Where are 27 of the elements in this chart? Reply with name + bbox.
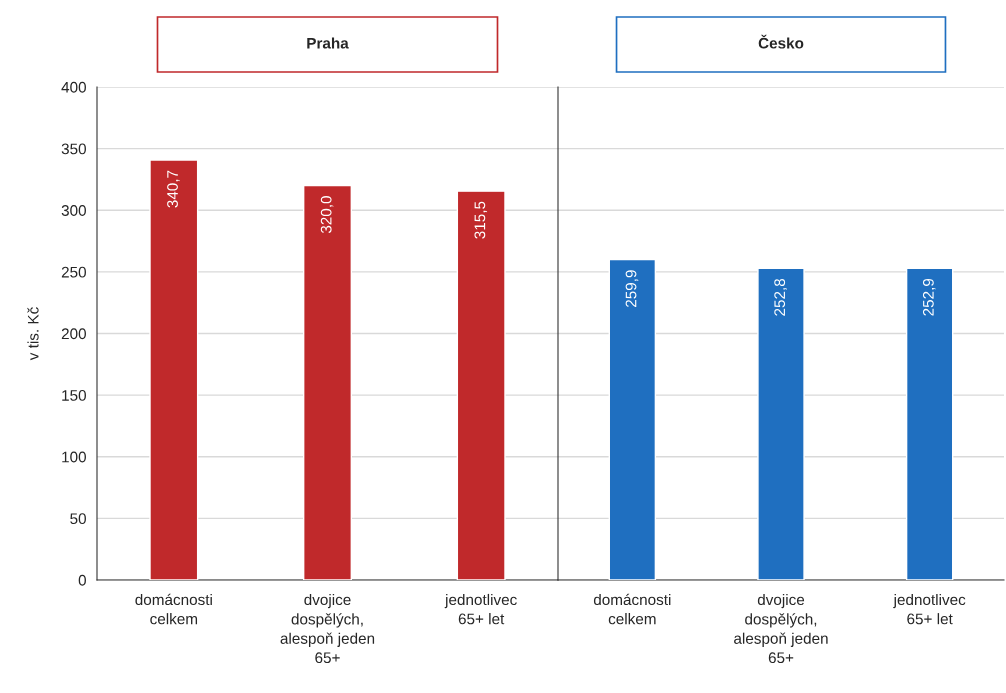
bar	[149, 159, 199, 580]
data-label: 252,9	[922, 278, 936, 316]
bar	[456, 190, 506, 580]
y-tick-label: 400	[61, 81, 86, 93]
y-tick-label: 200	[61, 328, 86, 340]
data-label: 252,8	[774, 278, 787, 316]
x-tick-label: jednotlivec 65+ let	[444, 593, 517, 625]
bar	[302, 184, 353, 580]
data-label: 259,9	[625, 270, 639, 307]
data-label: 340,7	[167, 170, 180, 208]
x-tick-label: domácnosti celkem	[135, 593, 212, 625]
x-tick-label: domácnosti celkem	[593, 593, 671, 625]
y-tick-label: 300	[61, 205, 86, 216]
y-tick-label: 0	[78, 574, 86, 586]
y-tick-label: 250	[61, 266, 86, 278]
y-axis-title: v tis. Kč	[27, 307, 39, 361]
x-tick-label: dvojice dospělých, alespoň jeden 65+	[734, 593, 828, 664]
data-label: 320,0	[320, 196, 334, 234]
y-tick-label: 50	[70, 513, 86, 525]
y-tick-label: 100	[62, 451, 86, 463]
y-tick-label: 150	[62, 389, 86, 401]
x-tick-label: jednotlivec 65+ let	[893, 593, 966, 625]
chart-title: Praha	[307, 37, 349, 49]
x-tick-label: dvojice dospělých, alespoň jeden 65+	[280, 593, 375, 664]
data-label: 315,5	[474, 201, 488, 239]
y-tick-label: 350	[61, 143, 86, 155]
chart-title: Česko	[758, 34, 804, 49]
